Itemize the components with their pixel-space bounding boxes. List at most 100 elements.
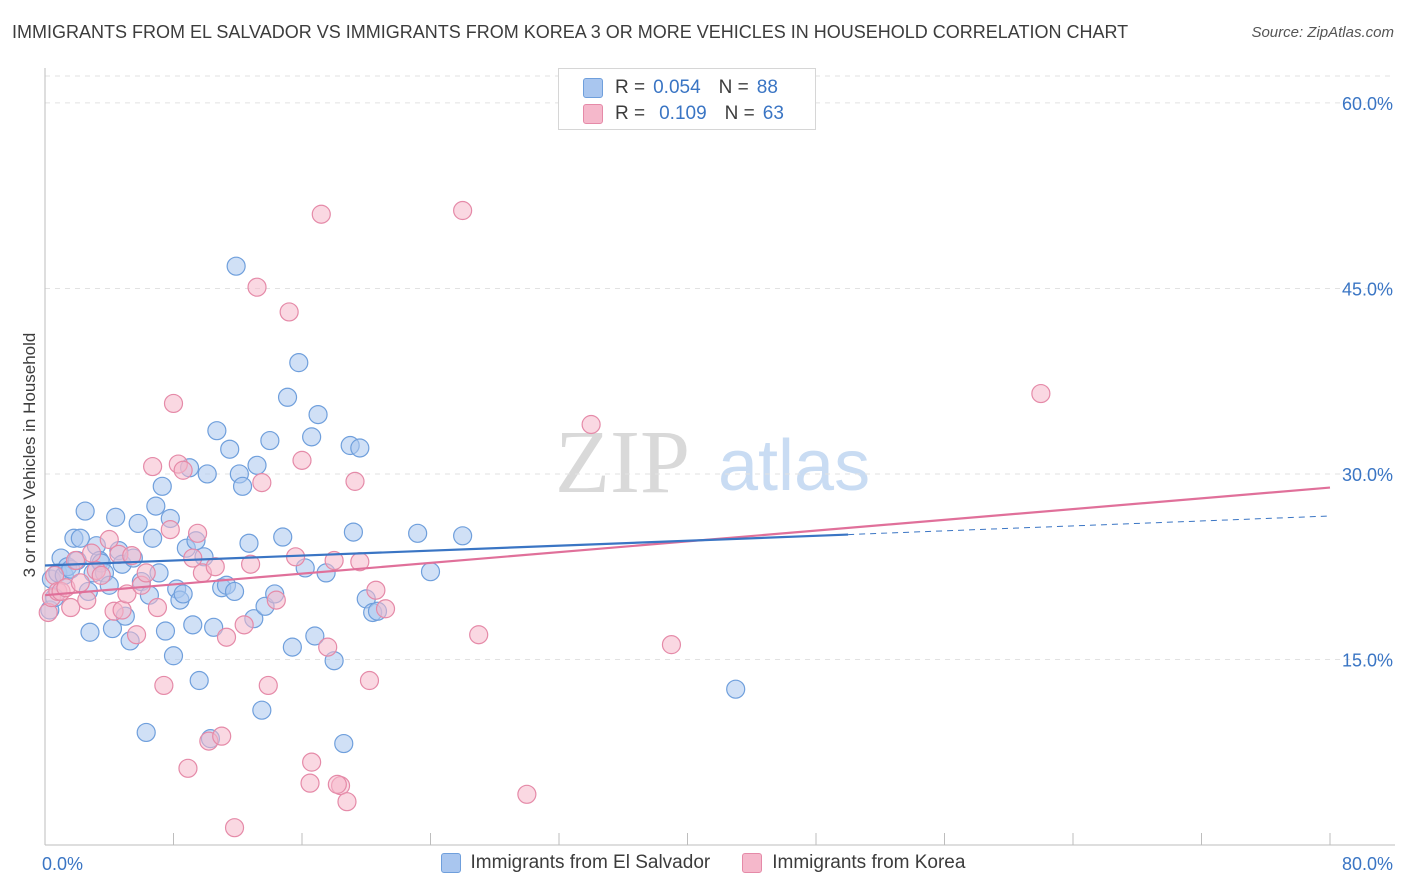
korea-point — [70, 573, 90, 593]
el-salvador-point — [136, 722, 156, 743]
stats-row-korea: R = 0.109 N = 63 — [583, 101, 784, 127]
legend-item-korea[interactable]: Immigrants from Korea — [742, 852, 965, 874]
el-salvador-point — [247, 455, 267, 475]
el-salvador-point — [226, 256, 246, 276]
el-salvador-point — [189, 670, 209, 691]
el-salvador-point — [305, 626, 325, 646]
y-tick-label: 60.0% — [1342, 94, 1393, 114]
korea-point — [99, 529, 119, 550]
korea-point — [143, 456, 163, 477]
legend-swatch-pink — [742, 853, 763, 873]
korea-point — [224, 818, 245, 838]
korea-point — [216, 627, 237, 647]
korea-point — [112, 600, 132, 620]
axes — [44, 68, 1395, 846]
el-salvador-point — [224, 581, 245, 602]
korea-point — [173, 460, 193, 480]
stats-row-el-salvador: R = 0.054 N = 88 — [583, 75, 778, 101]
korea-point — [453, 200, 473, 221]
el-salvador-point — [302, 427, 322, 447]
korea-point — [345, 471, 365, 491]
y-tick-label: 15.0% — [1342, 650, 1393, 670]
korea-point — [337, 792, 357, 812]
korea-point — [366, 580, 386, 600]
korea-point — [178, 758, 198, 778]
korea-point — [279, 302, 299, 322]
tick-labels: 15.0% 30.0% 45.0% 60.0% 0.0% 80.0% — [42, 94, 1393, 874]
korea-point — [517, 784, 537, 804]
korea-point — [661, 635, 682, 655]
korea-point — [205, 557, 225, 577]
el-salvador-point — [232, 476, 253, 496]
korea-point — [469, 625, 489, 645]
x-tick-label-max: 80.0% — [1342, 854, 1393, 874]
el-salvador-point — [75, 501, 95, 521]
korea-point — [318, 637, 338, 657]
n-label: N = — [724, 103, 755, 124]
korea-point — [163, 393, 184, 414]
korea-point — [375, 599, 396, 619]
korea-point — [81, 543, 102, 563]
el-salvador-point — [239, 533, 259, 553]
el-salvador-point — [343, 522, 363, 542]
korea-point — [122, 545, 142, 566]
trend-lines — [44, 486, 1331, 597]
korea-point — [252, 473, 272, 493]
el-salvador-point — [350, 438, 370, 458]
x-tick-label-min: 0.0% — [42, 854, 83, 874]
y-tick-label: 45.0% — [1342, 279, 1393, 299]
legend-label: Immigrants from El Salvador — [470, 852, 711, 873]
el-salvador-point — [146, 496, 166, 516]
r-label: R = — [615, 103, 646, 124]
korea-point — [183, 548, 203, 568]
watermark-zip: ZIP — [555, 413, 690, 512]
korea-point — [136, 563, 156, 583]
korea-point — [327, 774, 347, 794]
korea-point — [1031, 383, 1051, 404]
el-salvador-point — [726, 679, 746, 699]
korea-point — [160, 520, 180, 540]
el-salvador-point — [252, 700, 272, 720]
el-salvador-point — [408, 523, 428, 543]
series-korea — [38, 200, 1051, 838]
korea-point — [126, 625, 147, 645]
el-salvador-point — [204, 617, 224, 637]
korea-point — [359, 670, 380, 691]
el-salvador-point — [183, 615, 203, 635]
y-tick-label: 30.0% — [1342, 465, 1393, 485]
korea-point — [300, 773, 320, 793]
el-salvador-point — [282, 637, 302, 657]
korea-point — [187, 523, 208, 543]
chart-title: IMMIGRANTS FROM EL SALVADOR VS IMMIGRANT… — [12, 22, 1129, 42]
source-credit: Source: ZipAtlas.com — [1251, 24, 1394, 41]
el-salvador-point — [152, 476, 172, 496]
korea-point — [311, 204, 331, 224]
el-salvador-point — [260, 430, 280, 451]
legend-item-el-salvador[interactable]: Immigrants from El Salvador — [440, 852, 711, 874]
el-salvador-point — [334, 733, 354, 754]
y-axis-label: 3 or more Vehicles in Household — [20, 333, 39, 578]
el-salvador-point — [70, 528, 90, 548]
korea-point — [154, 675, 174, 696]
el-salvador-trend-extension — [848, 515, 1331, 536]
blue-swatch — [583, 78, 603, 98]
korea-point — [61, 597, 81, 618]
korea-point — [292, 450, 312, 470]
legend-swatch-blue — [440, 853, 461, 873]
r-value: 0.054 — [653, 77, 701, 98]
el-salvador-point — [273, 527, 293, 547]
el-salvador-trend-line — [44, 533, 849, 567]
korea-point — [241, 554, 261, 574]
stats-legend: R = 0.054 N = 88 R = 0.109 N = 63 — [558, 68, 816, 130]
legend-label: Immigrants from Korea — [772, 852, 966, 873]
el-salvador-point — [163, 646, 184, 666]
korea-point — [212, 726, 232, 746]
korea-point — [581, 414, 601, 435]
n-label: N = — [718, 77, 749, 98]
el-salvador-point — [308, 404, 328, 425]
watermark-atlas: atlas — [718, 426, 870, 506]
pink-swatch — [583, 104, 603, 124]
el-salvador-point — [289, 353, 309, 373]
el-salvador-point — [453, 526, 473, 546]
